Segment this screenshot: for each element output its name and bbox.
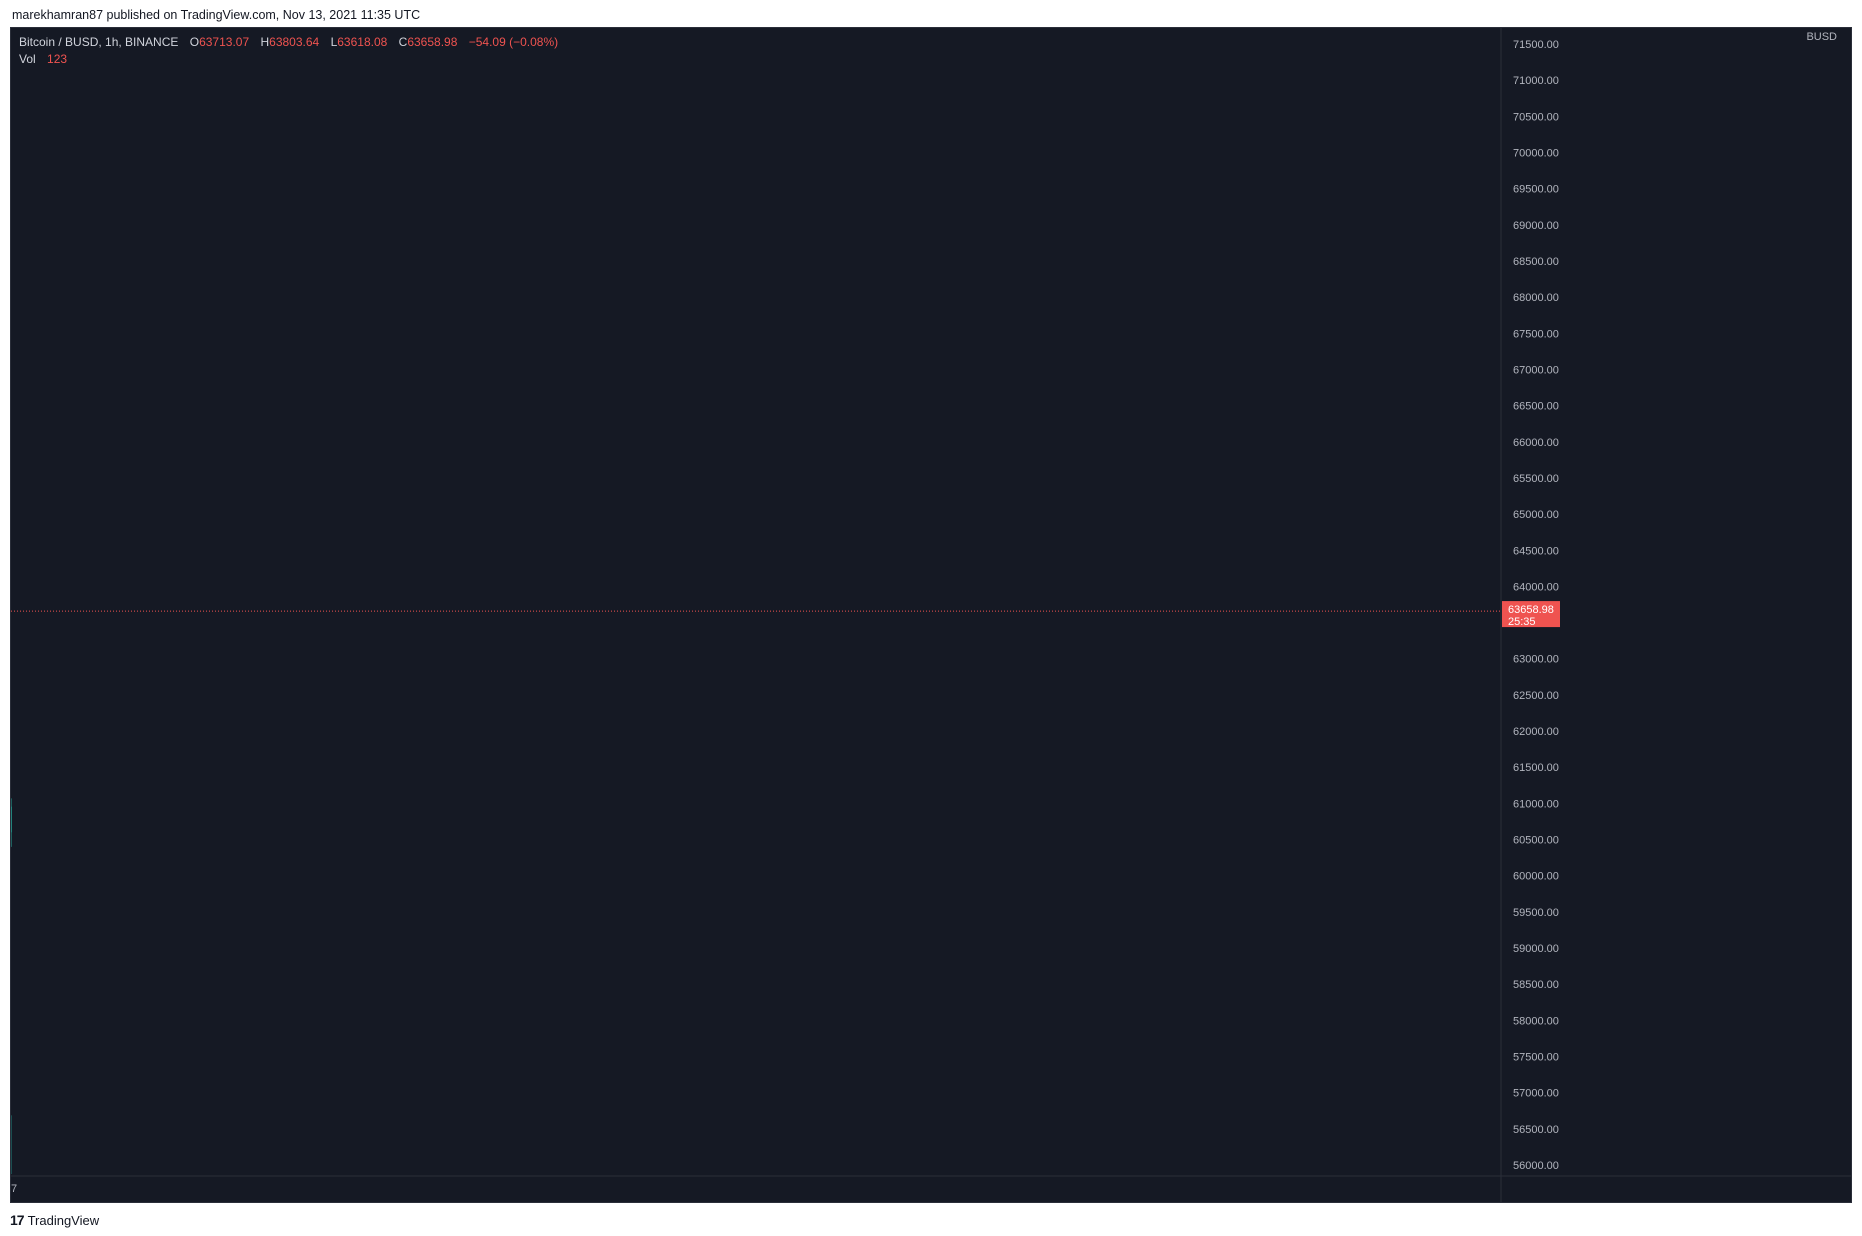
price-tick-label: 61000.00 [1513, 798, 1559, 810]
tradingview-logo[interactable]: 17 TradingView [10, 1212, 99, 1228]
high-value: 63803.64 [269, 35, 320, 49]
symbol-label[interactable]: Bitcoin / BUSD, 1h, BINANCE [19, 35, 179, 49]
price-tick-label: 69000.00 [1513, 220, 1559, 232]
price-tick-label: 68000.00 [1513, 292, 1559, 304]
chart-pane[interactable]: 56000.00 56500.00 57000.00 57500.00 58000.00… [10, 27, 1852, 1203]
price-tick-label: 66000.00 [1513, 437, 1559, 449]
volume-line: Vol 123 [19, 51, 558, 68]
time-tick-label: 27 [11, 1183, 17, 1195]
close-value: 63658.98 [407, 35, 458, 49]
price-tick-label: 70500.00 [1513, 111, 1559, 123]
price-tick-label: 56000.00 [1513, 1160, 1559, 1172]
price-tick-label: 57500.00 [1513, 1052, 1559, 1064]
close-label: C [398, 35, 408, 49]
price-tick-label: 62500.00 [1513, 690, 1559, 702]
price-tick-label: 65500.00 [1513, 473, 1559, 485]
last-price-value: 63658.98 [1508, 604, 1554, 616]
price-tick-label: 59500.00 [1513, 907, 1559, 919]
volume-bar [11, 1115, 12, 1174]
price-tick-label: 64000.00 [1513, 581, 1559, 593]
price-tick-label: 65000.00 [1513, 509, 1559, 521]
publish-info: marekhamran87 published on TradingView.c… [12, 8, 421, 22]
price-tick-label: 57000.00 [1513, 1088, 1559, 1100]
price-tick-label: 67500.00 [1513, 328, 1559, 340]
price-tick-label: 70000.00 [1513, 147, 1559, 159]
price-tick-label: 62000.00 [1513, 726, 1559, 738]
high-label: H [260, 35, 270, 49]
price-tick-label: 66500.00 [1513, 401, 1559, 413]
chart-canvas[interactable]: 56000.00 56500.00 57000.00 57500.00 58000.00… [11, 28, 1851, 1202]
currency-label: BUSD [1806, 31, 1837, 43]
ohlc-line: Bitcoin / BUSD, 1h, BINANCE O63713.07 H6… [19, 34, 558, 51]
open-label: O [189, 35, 200, 49]
volume-value: 123 [47, 52, 68, 66]
price-tick-label: 58500.00 [1513, 979, 1559, 991]
low-value: 63618.08 [337, 35, 388, 49]
price-tick-label: 59000.00 [1513, 943, 1559, 955]
volume-label[interactable]: Vol [19, 52, 36, 66]
price-tick-label: 58000.00 [1513, 1015, 1559, 1027]
change-value: −54.09 (−0.08%) [468, 35, 559, 49]
price-tick-label: 60500.00 [1513, 835, 1559, 847]
price-tick-label: 69500.00 [1513, 184, 1559, 196]
price-tick-label: 67000.00 [1513, 364, 1559, 376]
tradingview-logo-text: TradingView [27, 1212, 100, 1228]
price-tick-label: 56500.00 [1513, 1124, 1559, 1136]
price-tick-label: 64500.00 [1513, 545, 1559, 557]
price-tick-label: 71500.00 [1513, 39, 1559, 51]
low-label: L [330, 35, 338, 49]
price-tick-label: 60000.00 [1513, 871, 1559, 883]
price-tick-label: 63000.00 [1513, 654, 1559, 666]
last-price-tag [1502, 601, 1560, 628]
price-tick-label: 68500.00 [1513, 256, 1559, 268]
countdown-value: 25:35 [1508, 616, 1536, 628]
chart-legend: Bitcoin / BUSD, 1h, BINANCE O63713.07 H6… [19, 34, 558, 68]
candle-body [11, 806, 12, 833]
price-tick-label: 71000.00 [1513, 75, 1559, 87]
open-value: 63713.07 [199, 35, 250, 49]
tradingview-logo-icon: 17 [10, 1212, 25, 1228]
price-tick-label: 61500.00 [1513, 762, 1559, 774]
